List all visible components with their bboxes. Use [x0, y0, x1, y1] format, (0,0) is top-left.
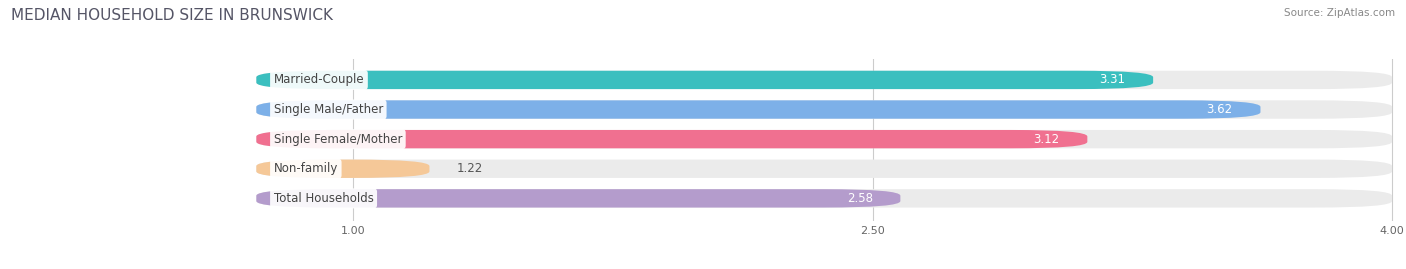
FancyBboxPatch shape [256, 71, 1392, 89]
Text: 3.12: 3.12 [1033, 133, 1060, 146]
FancyBboxPatch shape [256, 71, 1153, 89]
Text: 1.22: 1.22 [457, 162, 484, 175]
FancyBboxPatch shape [256, 130, 1087, 148]
Text: Single Female/Mother: Single Female/Mother [274, 133, 402, 146]
Text: 3.62: 3.62 [1206, 103, 1233, 116]
Text: Non-family: Non-family [274, 162, 337, 175]
Text: 2.58: 2.58 [846, 192, 873, 205]
FancyBboxPatch shape [256, 100, 1260, 119]
Text: Single Male/Father: Single Male/Father [274, 103, 382, 116]
FancyBboxPatch shape [256, 160, 1392, 178]
FancyBboxPatch shape [256, 100, 1392, 119]
Text: 3.31: 3.31 [1099, 73, 1125, 86]
Text: Total Households: Total Households [274, 192, 374, 205]
Text: Married-Couple: Married-Couple [274, 73, 364, 86]
Text: MEDIAN HOUSEHOLD SIZE IN BRUNSWICK: MEDIAN HOUSEHOLD SIZE IN BRUNSWICK [11, 8, 333, 23]
FancyBboxPatch shape [256, 189, 900, 208]
FancyBboxPatch shape [256, 189, 1392, 208]
FancyBboxPatch shape [256, 130, 1392, 148]
FancyBboxPatch shape [256, 160, 429, 178]
Text: Source: ZipAtlas.com: Source: ZipAtlas.com [1284, 8, 1395, 18]
